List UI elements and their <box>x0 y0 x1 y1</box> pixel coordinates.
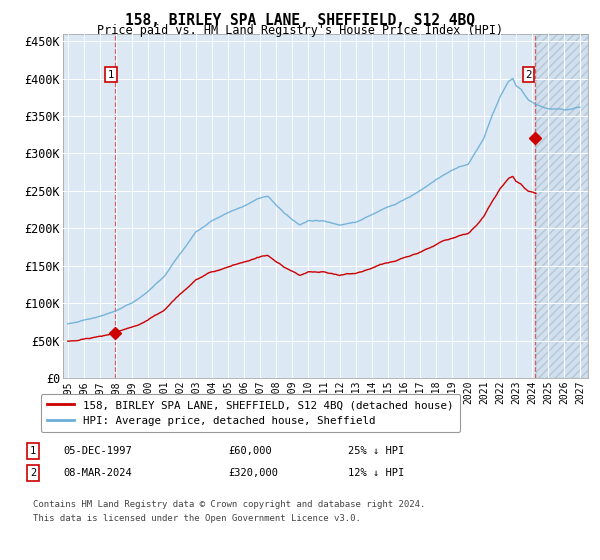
Bar <box>536 34 588 378</box>
Text: 05-DEC-1997: 05-DEC-1997 <box>63 446 132 456</box>
Text: 12% ↓ HPI: 12% ↓ HPI <box>348 468 404 478</box>
Text: £320,000: £320,000 <box>228 468 278 478</box>
Legend: 158, BIRLEY SPA LANE, SHEFFIELD, S12 4BQ (detached house), HPI: Average price, d: 158, BIRLEY SPA LANE, SHEFFIELD, S12 4BQ… <box>41 394 460 432</box>
Text: This data is licensed under the Open Government Licence v3.0.: This data is licensed under the Open Gov… <box>33 514 361 523</box>
Bar <box>536 34 588 378</box>
Text: Contains HM Land Registry data © Crown copyright and database right 2024.: Contains HM Land Registry data © Crown c… <box>33 500 425 508</box>
Text: Price paid vs. HM Land Registry's House Price Index (HPI): Price paid vs. HM Land Registry's House … <box>97 24 503 36</box>
Text: 2: 2 <box>30 468 36 478</box>
Text: 25% ↓ HPI: 25% ↓ HPI <box>348 446 404 456</box>
Text: 08-MAR-2024: 08-MAR-2024 <box>63 468 132 478</box>
Text: 158, BIRLEY SPA LANE, SHEFFIELD, S12 4BQ: 158, BIRLEY SPA LANE, SHEFFIELD, S12 4BQ <box>125 13 475 28</box>
Text: 2: 2 <box>525 70 532 80</box>
Text: £60,000: £60,000 <box>228 446 272 456</box>
Text: 1: 1 <box>108 70 115 80</box>
Text: 1: 1 <box>30 446 36 456</box>
